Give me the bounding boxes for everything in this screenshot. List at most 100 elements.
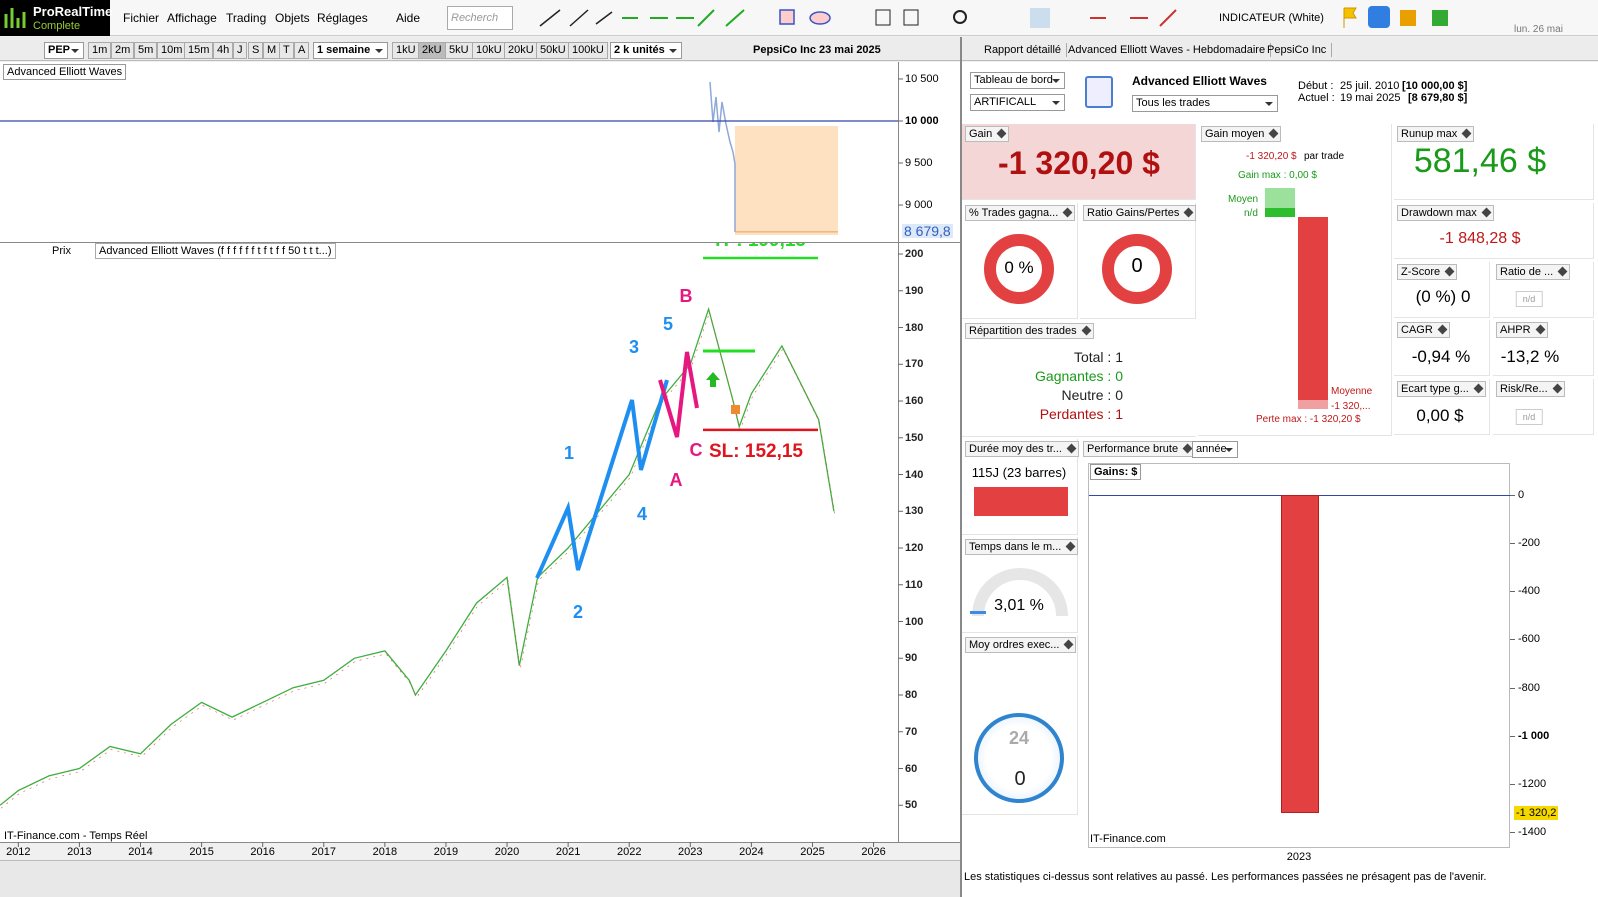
x-tick-label: 2024 bbox=[739, 846, 764, 858]
wave-label: 4 bbox=[637, 504, 647, 524]
source-label: IT-Finance.com - Temps Réel bbox=[4, 830, 148, 842]
card-value: 115J (23 barres) bbox=[971, 465, 1067, 480]
chart-area: 1 2 3 4 5 A B C SL: 152,15 TP: 199,15 bbox=[0, 62, 960, 847]
menu-item[interactable]: Réglages bbox=[317, 11, 368, 25]
x-tick-label: 2014 bbox=[128, 846, 153, 858]
edition: Complete bbox=[33, 20, 81, 32]
y-tick-label: 180 bbox=[905, 321, 924, 334]
drawing-tools bbox=[539, 8, 1177, 28]
y-tick bbox=[1510, 543, 1515, 545]
timeframe-button[interactable]: 2m bbox=[111, 42, 135, 59]
timeframe-button[interactable]: 5m bbox=[134, 42, 158, 59]
menu-item[interactable]: Aide bbox=[396, 11, 421, 25]
card bbox=[1198, 124, 1392, 436]
duration-bar bbox=[974, 487, 1068, 516]
timeframe-button[interactable]: J bbox=[233, 42, 247, 59]
card-value: n/d bbox=[1515, 409, 1543, 425]
x-tick-label: 2022 bbox=[616, 846, 642, 858]
card-value: 3,01 % bbox=[994, 597, 1044, 614]
timeframe-button[interactable]: T bbox=[279, 42, 294, 59]
impulse-wave bbox=[535, 379, 669, 579]
card-title: Runup max bbox=[1397, 126, 1475, 142]
menu-item[interactable]: Trading bbox=[226, 11, 267, 25]
period-select[interactable]: année bbox=[1192, 441, 1238, 458]
y-tick-label: -1 000 bbox=[1518, 729, 1550, 742]
units-button[interactable]: 20kU bbox=[504, 42, 538, 59]
indicator-menu: INDICATEUR (White) bbox=[1219, 12, 1324, 24]
y-tick-label: 9 000 bbox=[905, 199, 933, 212]
menu-item[interactable]: Objets bbox=[275, 11, 310, 25]
timeframe-button[interactable]: 1m bbox=[88, 42, 112, 59]
units-button[interactable]: 50kU bbox=[536, 42, 570, 59]
view-select[interactable]: Tableau de bord bbox=[970, 72, 1065, 89]
account-select[interactable]: ARTIFICALL bbox=[970, 94, 1065, 111]
card-value: (0 %) 0 bbox=[1415, 287, 1471, 306]
trades-select[interactable]: Tous les trades bbox=[1132, 95, 1278, 112]
units-button[interactable]: 1kU bbox=[392, 42, 420, 59]
take-profit-label: TP: 199,15 bbox=[712, 230, 806, 251]
menu-item[interactable]: Fichier bbox=[123, 11, 160, 25]
x-tick-label: 2017 bbox=[311, 846, 337, 858]
series-label: Prix bbox=[52, 245, 71, 257]
y-tick-label: 60 bbox=[905, 762, 918, 775]
y-tick-label: -200 bbox=[1518, 537, 1541, 550]
status-icons bbox=[1343, 6, 1448, 28]
y-tick-label: 140 bbox=[905, 468, 924, 481]
units-button[interactable]: 2kU bbox=[418, 42, 446, 59]
bottom-toolbar bbox=[0, 860, 960, 897]
x-tick-label: 2023 bbox=[678, 846, 703, 858]
period-select[interactable]: 1 semaine bbox=[313, 42, 388, 59]
x-tick-label: 2023 bbox=[1286, 851, 1312, 863]
y-tick-label: 150 bbox=[905, 431, 924, 444]
y-tick-label: 9 500 bbox=[905, 157, 933, 169]
y-tick bbox=[1510, 687, 1515, 689]
report-tabs-bar bbox=[962, 37, 1598, 61]
card-title: Ratio Gains/Pertes bbox=[1083, 205, 1197, 221]
x-tick-label: 2026 bbox=[861, 846, 886, 858]
last-value-label: 8 679,8 bbox=[902, 222, 953, 239]
timeframe-button[interactable]: 10m bbox=[157, 42, 187, 59]
units-button[interactable]: 100kU bbox=[568, 42, 608, 59]
report-icon bbox=[1085, 76, 1113, 108]
distribution-row: Perdantes : 1 bbox=[1039, 406, 1123, 422]
wave-label: A bbox=[670, 470, 683, 490]
y-tick-label: 90 bbox=[905, 652, 918, 665]
distribution-row: Gagnantes : 0 bbox=[1035, 368, 1123, 384]
timeframe-button[interactable]: A bbox=[294, 42, 310, 59]
buy-arrow bbox=[706, 372, 720, 387]
search-box[interactable] bbox=[447, 6, 513, 30]
top-toolbar bbox=[0, 0, 1598, 36]
clock-label: 24 bbox=[1008, 728, 1030, 748]
y-tick-label: 80 bbox=[905, 689, 918, 701]
loss-bar bbox=[1298, 400, 1328, 409]
timeframe-button[interactable]: 15m bbox=[184, 42, 214, 59]
timeframe-button[interactable]: 4h bbox=[213, 42, 234, 59]
units-button[interactable]: 5kU bbox=[445, 42, 473, 59]
card-title: AHPR bbox=[1496, 322, 1548, 338]
menu-item[interactable]: Affichage bbox=[167, 11, 217, 25]
timeframe-button[interactable]: S bbox=[248, 42, 264, 59]
chart-source: IT-Finance.com bbox=[1090, 833, 1166, 845]
start-date: 25 juil. 2010 bbox=[1340, 80, 1400, 92]
card-title: Risk/Re... bbox=[1496, 381, 1565, 397]
system-name: Advanced Elliott Waves bbox=[1132, 74, 1267, 88]
instrument: PepsiCo Inc 23 mai 2025 bbox=[753, 44, 881, 56]
gain-bar bbox=[1265, 208, 1295, 217]
y-tick-label: -1400 bbox=[1518, 826, 1547, 839]
timeframe-button[interactable]: M bbox=[263, 42, 281, 59]
logo-block bbox=[0, 0, 110, 36]
x-tick-label: 2025 bbox=[800, 846, 825, 858]
equity-label: Advanced Elliott Waves bbox=[3, 64, 127, 80]
card-value: 0 % bbox=[1004, 258, 1034, 277]
units-button[interactable]: 10kU bbox=[472, 42, 506, 59]
units-select[interactable]: 2 k unités bbox=[610, 42, 682, 59]
value-label: -1 320,2 bbox=[1514, 805, 1559, 820]
stop-loss-label: SL: 152,15 bbox=[709, 441, 803, 462]
card-value: -1 320,20 $ bbox=[998, 145, 1160, 181]
wave-label: B bbox=[680, 286, 693, 306]
x-tick-label: 2013 bbox=[67, 846, 92, 858]
loss-avg-label: Moyenne bbox=[1331, 386, 1373, 397]
card-title: CAGR bbox=[1397, 322, 1450, 338]
ticker-select[interactable]: PEP bbox=[44, 42, 84, 59]
